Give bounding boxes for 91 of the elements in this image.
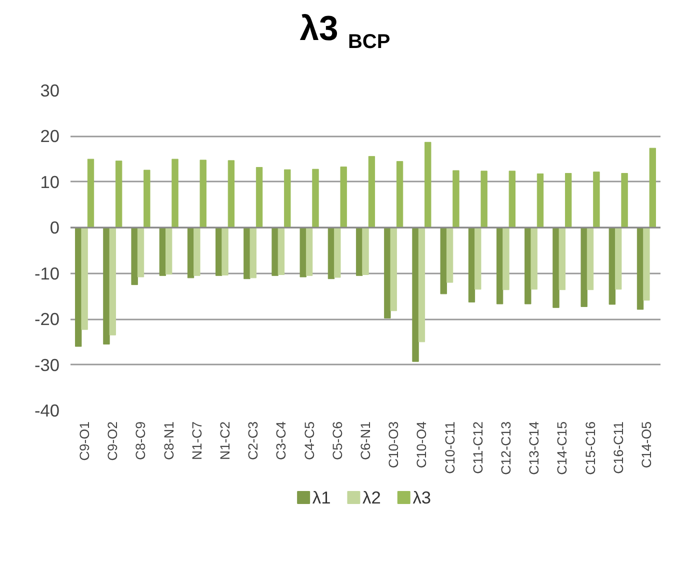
bar	[194, 227, 200, 276]
bar	[384, 227, 391, 318]
bar	[115, 160, 122, 228]
bar	[593, 172, 600, 228]
bar	[440, 227, 447, 294]
bar	[228, 160, 235, 228]
bar	[636, 227, 644, 310]
bar	[165, 227, 172, 275]
x-tick-label: C12-C13	[498, 421, 514, 475]
bar	[496, 227, 504, 304]
y-tick-label: -40	[34, 400, 60, 420]
x-tick-label: N1-C2	[218, 422, 233, 460]
bar	[508, 170, 516, 228]
legend-label: λ2	[362, 488, 381, 508]
y-tick-label: 0	[50, 218, 60, 238]
bar	[536, 173, 544, 228]
legend-label: λ1	[312, 488, 331, 508]
bar	[580, 227, 588, 307]
bar	[480, 170, 488, 228]
bar	[424, 142, 432, 228]
bar	[474, 227, 482, 290]
bar	[452, 170, 460, 228]
x-tick-label: C15-C16	[582, 421, 598, 475]
legend-label: λ3	[412, 488, 432, 508]
x-tick-label: C14-O5	[638, 421, 654, 468]
bar	[649, 148, 656, 228]
bar	[75, 227, 82, 347]
x-tick-label: N1-C7	[189, 422, 204, 460]
bar	[621, 172, 628, 228]
bar	[340, 166, 347, 228]
bar	[643, 227, 650, 301]
x-tick-label: C9-O2	[105, 421, 120, 461]
bar	[418, 227, 426, 342]
bar	[446, 227, 454, 283]
x-tick-label: C14-C15	[554, 421, 570, 475]
bar	[390, 227, 397, 312]
x-tick-label: C6-N1	[358, 422, 373, 460]
y-tick-label: -30	[34, 354, 60, 375]
x-tick-label: C13-C14	[526, 420, 542, 475]
bar	[565, 172, 572, 228]
y-tick-label: 20	[40, 126, 60, 146]
bar	[131, 227, 138, 286]
bar	[200, 160, 206, 228]
bar	[137, 227, 144, 278]
y-tick-label: 30	[40, 80, 60, 100]
x-tick-label: C8-N1	[161, 422, 176, 460]
bar	[87, 158, 94, 228]
bar	[300, 227, 306, 278]
x-tick-label: C16-C11	[610, 421, 626, 474]
bar	[608, 227, 616, 305]
x-tick-label: C9-O1	[77, 421, 92, 461]
bar	[502, 227, 510, 290]
bar	[81, 227, 88, 330]
bar	[103, 227, 110, 344]
y-tick-label: -10	[34, 263, 60, 284]
bar	[312, 168, 319, 228]
bar	[272, 227, 278, 276]
x-tick-label: C3-C4	[274, 420, 289, 460]
y-tick-label: -20	[34, 309, 60, 330]
bar	[524, 227, 532, 304]
bar	[552, 227, 560, 308]
bar	[396, 161, 404, 228]
x-tick-label: C10-C11	[442, 421, 458, 474]
y-tick-label: 10	[40, 172, 60, 192]
x-tick-label: C10-O4	[414, 420, 430, 468]
x-tick-label: C10-O3	[386, 421, 402, 468]
x-tick-label: C11-C12	[470, 421, 486, 474]
bar	[530, 227, 538, 290]
bar	[306, 227, 313, 276]
bar	[222, 227, 228, 276]
bar	[558, 227, 566, 290]
bar	[109, 227, 116, 336]
bar	[368, 156, 376, 228]
bar	[256, 167, 263, 228]
x-tick-label: C2-C3	[246, 422, 261, 460]
bar	[468, 227, 476, 302]
bar	[334, 227, 341, 278]
bar	[159, 227, 166, 276]
bar	[144, 170, 150, 228]
bar	[412, 227, 419, 362]
bar	[250, 227, 256, 278]
x-tick-label: C5-C6	[330, 422, 345, 460]
bar	[615, 227, 622, 290]
bar	[586, 227, 594, 290]
bar	[278, 227, 285, 275]
bar	[284, 169, 291, 228]
chart-title: λ3 $_{BCP}$	[298, 9, 392, 55]
bar	[362, 227, 369, 275]
x-tick-label: C4-C5	[302, 422, 317, 460]
bar	[172, 158, 178, 228]
x-tick-label: C8-C9	[133, 422, 148, 460]
